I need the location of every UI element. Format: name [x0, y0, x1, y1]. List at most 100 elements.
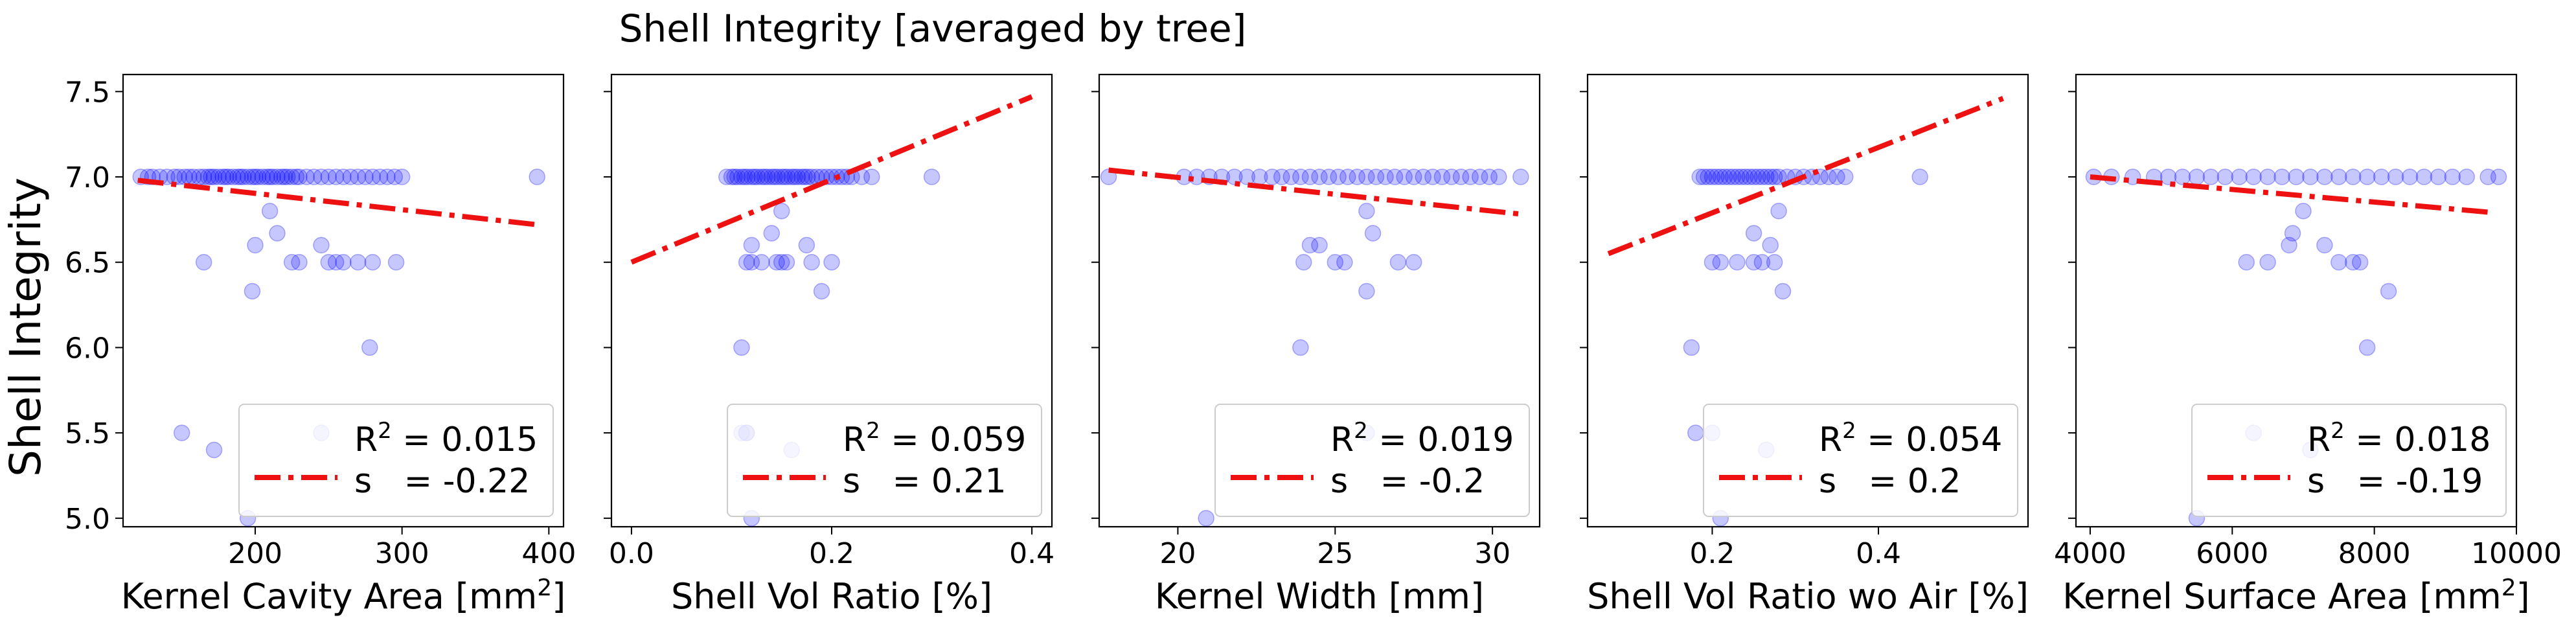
data-point [773, 253, 790, 271]
y-tick-label: 7.0 [65, 161, 110, 194]
data-point [779, 168, 796, 185]
data-point [335, 253, 352, 271]
data-point [718, 168, 735, 185]
data-point [813, 282, 830, 300]
data-point [1753, 168, 1771, 185]
data-point [1716, 168, 1733, 185]
data-point [1704, 253, 1721, 271]
data-point [746, 168, 763, 185]
axes-frame [1586, 73, 2029, 528]
data-point [2295, 202, 2312, 220]
data-point [386, 168, 404, 185]
data-point [1766, 168, 1783, 185]
data-point [923, 168, 940, 185]
data-point [863, 168, 880, 185]
data-point [1358, 202, 1375, 220]
data-point [235, 168, 252, 185]
data-point [2316, 236, 2333, 254]
data-point [205, 168, 223, 185]
data-point [258, 168, 275, 185]
data-point [749, 168, 766, 185]
data-point [320, 168, 337, 185]
legend-r2-value: = 0.054 [1856, 420, 2003, 459]
legend-r2-sup: 2 [378, 418, 392, 444]
data-point [1311, 168, 1328, 185]
x-tick-label: 25 [1317, 537, 1353, 570]
data-point [1700, 168, 1716, 185]
data-point [2458, 168, 2475, 185]
x-tick-label: 300 [375, 537, 429, 570]
data-point [798, 236, 815, 254]
legend-box [727, 404, 1042, 517]
data-point [743, 168, 760, 185]
data-point [1712, 168, 1729, 185]
y-tick-label: 7.5 [65, 76, 110, 109]
data-point [2316, 168, 2333, 185]
y-tick-label: 5.5 [65, 417, 110, 450]
legend-r2-sup: 2 [1842, 418, 1856, 444]
data-point [1320, 168, 1338, 185]
data-point [803, 253, 820, 271]
data-point [1745, 225, 1762, 242]
data-point [823, 253, 840, 271]
data-point [2245, 168, 2262, 185]
data-point [2444, 168, 2461, 185]
data-point [173, 424, 190, 441]
data-point [1490, 168, 1507, 185]
data-point [283, 253, 301, 271]
panel-2: 0.0 0.2 0.4 Shell Vol Ratio [%] R2 = 0.059s … [604, 73, 1054, 617]
data-point [244, 168, 261, 185]
data-point [247, 236, 264, 254]
data-point [759, 168, 776, 185]
data-point [783, 168, 800, 185]
legend-r2: R2 = 0.059 [843, 418, 1026, 459]
data-point [1349, 168, 1366, 185]
data-point [2202, 168, 2220, 185]
data-point [1292, 339, 1309, 356]
x-axis-label-text: Kernel Surface Area [mm [2062, 576, 2501, 617]
data-point [349, 168, 367, 185]
axes-frame [122, 73, 565, 528]
data-point [1704, 168, 1721, 185]
legend-r2: R2 = 0.015 [354, 418, 538, 459]
data-point [1708, 168, 1725, 185]
axes-frame [2075, 73, 2518, 528]
data-point [2238, 253, 2255, 271]
data-point [1301, 168, 1319, 185]
data-point [291, 168, 308, 185]
data-point [2331, 253, 2347, 271]
data-point [2490, 168, 2507, 185]
data-point [2331, 168, 2347, 185]
data-point [1364, 225, 1382, 242]
data-point [232, 168, 249, 185]
legend-box [1214, 404, 1530, 517]
data-point [349, 253, 367, 271]
data-point [195, 253, 212, 271]
data-point [261, 202, 279, 220]
data-point [2430, 168, 2447, 185]
data-point [723, 168, 740, 185]
data-point [249, 168, 267, 185]
data-point [1481, 168, 1498, 185]
data-point [1295, 253, 1312, 271]
data-point [254, 168, 271, 185]
data-point [1753, 253, 1771, 271]
data-point [736, 168, 753, 185]
data-point [1745, 253, 1762, 271]
legend-r2: R2 = 0.019 [1330, 418, 1514, 459]
data-point [205, 441, 223, 459]
data-point [364, 253, 382, 271]
data-point [753, 168, 770, 185]
legend-r2-value: = 0.018 [2345, 420, 2491, 459]
data-point [739, 168, 756, 185]
data-point [305, 168, 323, 185]
data-point [1443, 168, 1460, 185]
panels: 5.0 5.5 6.0 6.5 7.0 7.5 200 300 400 Kernel Cavity… [65, 73, 2562, 617]
x-tick-label: 6000 [2196, 537, 2268, 570]
data-point [1389, 253, 1407, 271]
data-point [1433, 168, 1451, 185]
data-point [1911, 168, 1928, 185]
